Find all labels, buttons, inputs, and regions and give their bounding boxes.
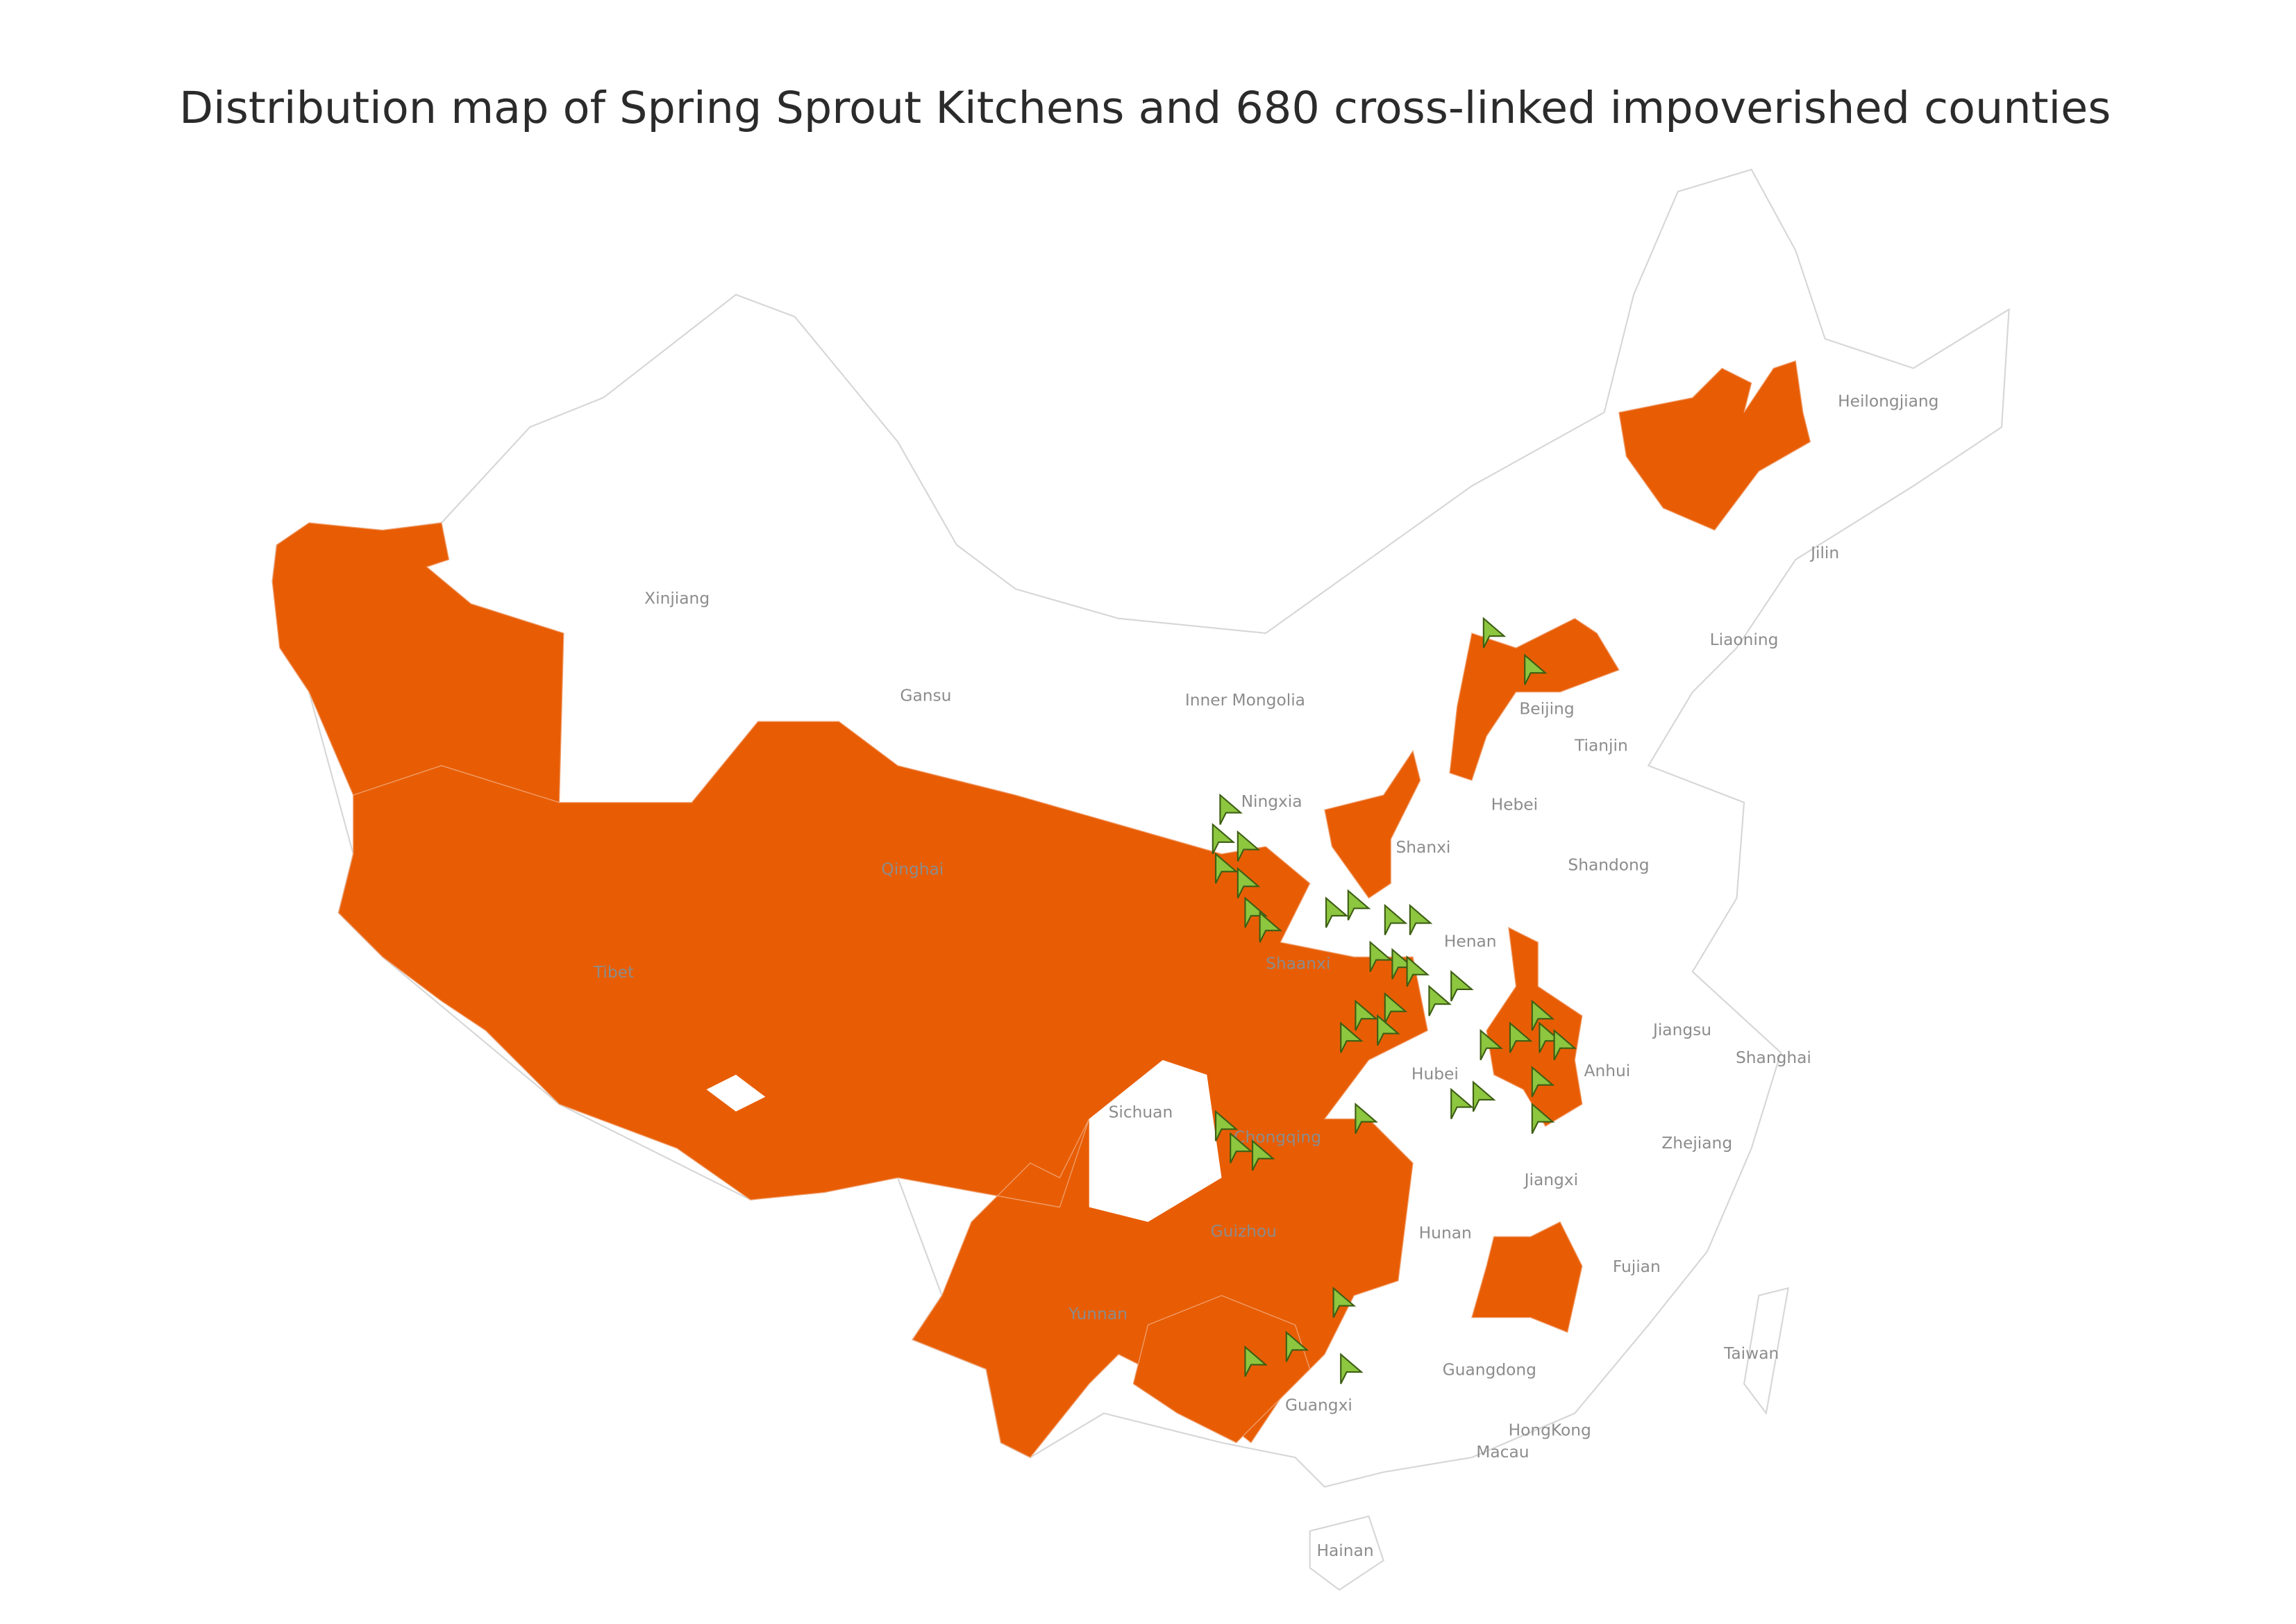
kitchen-marker	[1509, 1021, 1533, 1053]
kitchen-marker	[1219, 793, 1243, 825]
kitchen-marker	[1482, 617, 1507, 648]
kitchen-marker	[1355, 1102, 1378, 1135]
region-label: Ningxia	[1241, 792, 1302, 811]
kitchen-marker	[1450, 1087, 1474, 1119]
region-label: HongKong	[1509, 1421, 1591, 1439]
region-label: Chongqing	[1234, 1128, 1321, 1147]
kitchen-marker	[1480, 1028, 1504, 1061]
kitchen-marker	[1325, 896, 1349, 928]
kitchen-marker	[1230, 1132, 1253, 1164]
region-label: Qinghai	[881, 860, 944, 879]
region-label: Shandong	[1568, 855, 1649, 874]
kitchen-marker	[1369, 940, 1393, 972]
region-label: Jiangsu	[1652, 1021, 1711, 1039]
kitchen-marker	[1214, 1110, 1239, 1141]
kitchen-marker	[1237, 867, 1261, 898]
kitchen-marker	[1340, 1353, 1364, 1384]
kitchen-marker	[1531, 999, 1555, 1031]
region-label: Shaanxi	[1266, 954, 1330, 973]
region-label: Hunan	[1419, 1223, 1472, 1242]
region-label: Jiangxi	[1523, 1171, 1578, 1189]
region-label: Guizhou	[1211, 1222, 1277, 1241]
impoverished-area	[1471, 1221, 1583, 1333]
kitchen-marker	[1355, 999, 1378, 1031]
hainan-outline	[1309, 1515, 1384, 1591]
kitchen-marker	[1409, 903, 1433, 935]
region-label: Shanxi	[1396, 838, 1450, 857]
region-label: Fujian	[1613, 1257, 1661, 1276]
region-label: Henan	[1444, 932, 1497, 951]
region-label: Guangdong	[1443, 1360, 1536, 1379]
kitchen-marker	[1531, 1102, 1555, 1135]
hole	[706, 1074, 766, 1112]
kitchen-marker	[1332, 1286, 1357, 1319]
region-label: Jilin	[1809, 544, 1839, 562]
region-label: Inner Mongolia	[1185, 691, 1305, 710]
region-label: Xinjiang	[644, 589, 710, 608]
region-label: Tibet	[593, 963, 634, 982]
kitchen-marker	[1384, 991, 1408, 1024]
region-label: Gansu	[900, 687, 951, 705]
region-label: Guangxi	[1285, 1396, 1352, 1414]
impoverished-area	[1132, 1295, 1311, 1443]
kitchen-marker	[1553, 1028, 1577, 1061]
region-label: Yunnan	[1068, 1305, 1128, 1323]
kitchen-marker	[1251, 1139, 1275, 1171]
kitchen-marker	[1428, 985, 1452, 1016]
kitchen-marker	[1347, 889, 1371, 921]
region-label: Macau	[1476, 1443, 1529, 1462]
map-title: Distribution map of Spring Sprout Kitche…	[179, 82, 2111, 133]
region-label: Shanghai	[1736, 1048, 1811, 1067]
kitchen-marker	[1450, 970, 1474, 1002]
impoverished-area	[1324, 749, 1421, 899]
region-label: Beijing	[1519, 700, 1574, 719]
kitchen-marker	[1244, 1345, 1268, 1377]
hole	[1089, 1060, 1222, 1222]
kitchen-marker	[1340, 1021, 1364, 1053]
kitchen-marker	[1377, 1014, 1400, 1046]
taiwan-outline	[1743, 1287, 1789, 1416]
kitchen-marker	[1472, 1080, 1496, 1112]
region-label: Hebei	[1491, 795, 1538, 814]
region-label: Taiwan	[1723, 1344, 1779, 1363]
impoverished-area	[271, 522, 564, 803]
kitchen-marker	[1212, 823, 1236, 855]
region-label: Sichuan	[1109, 1103, 1173, 1122]
kitchen-marker	[1244, 896, 1268, 928]
kitchen-markers	[1212, 617, 1577, 1384]
region-label: Heilongjiang	[1838, 392, 1938, 411]
kitchen-marker	[1384, 903, 1408, 935]
region-label: Liaoning	[1710, 630, 1779, 649]
impoverished-area	[337, 721, 1428, 1458]
kitchen-marker	[1531, 1065, 1555, 1098]
impoverished-area	[1449, 618, 1620, 781]
region-label: Zhejiang	[1661, 1134, 1732, 1153]
kitchen-marker	[1406, 955, 1430, 987]
region-label: Anhui	[1584, 1062, 1631, 1080]
kitchen-marker	[1259, 911, 1283, 943]
kitchen-marker	[1214, 852, 1239, 884]
kitchen-marker	[1237, 830, 1261, 862]
region-label: Tianjin	[1574, 737, 1628, 755]
kitchen-marker	[1524, 653, 1548, 685]
region-label: Hubei	[1411, 1064, 1459, 1083]
impoverished-area	[1618, 360, 1811, 531]
region-label: Hainan	[1317, 1541, 1374, 1560]
kitchen-marker	[1285, 1330, 1309, 1362]
